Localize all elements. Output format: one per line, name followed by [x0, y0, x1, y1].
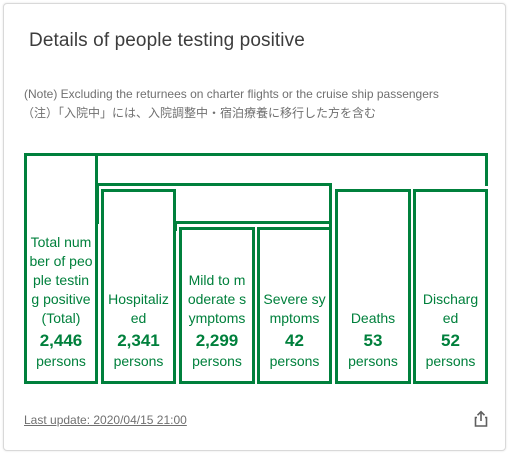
total-label: Total num ber of peo ple testin g positi…	[29, 234, 93, 326]
note-english: (Note) Excluding the returnees on charte…	[24, 87, 439, 101]
share-icon[interactable]	[472, 410, 490, 428]
box-total: Total num ber of peo ple testin g positi…	[24, 153, 98, 384]
discharged-value: 52	[441, 331, 460, 350]
mild-value: 2,299	[195, 331, 239, 350]
deaths-value: 53	[363, 331, 383, 350]
box-mild: Mild to m oderate s ymptoms 2,299 person…	[179, 227, 255, 384]
last-update-link[interactable]: Last update: 2020/04/15 21:00	[24, 413, 187, 427]
deaths-label: Deaths	[350, 310, 396, 326]
box-severe: Severe sy mptoms 42 persons	[257, 227, 332, 384]
severe-label: Severe sy mptoms	[263, 291, 326, 326]
box-hospitalized: Hospitaliz ed 2,341 persons	[101, 189, 176, 384]
deaths-unit: persons	[348, 353, 398, 369]
mild-unit: persons	[192, 353, 242, 369]
mild-label: Mild to m oderate s ymptoms	[187, 272, 247, 326]
card-title: Details of people testing positive	[29, 30, 305, 51]
box-discharged: Discharg ed 52 persons	[413, 189, 488, 384]
hospitalized-value: 2,341	[117, 331, 160, 350]
total-unit: persons	[36, 353, 86, 369]
total-value: 2,446	[39, 331, 83, 350]
severe-value: 42	[285, 331, 304, 350]
note-japanese: （注）「入院中」には、入院調整中・宿泊療養に移行した方を含む	[22, 106, 377, 120]
hospitalized-unit: persons	[113, 353, 164, 369]
discharged-unit: persons	[425, 353, 476, 369]
discharged-label: Discharg ed	[422, 291, 479, 326]
severe-unit: persons	[269, 353, 320, 369]
hospitalized-label: Hospitaliz ed	[108, 291, 169, 326]
box-deaths: Deaths 53 persons	[335, 189, 411, 384]
